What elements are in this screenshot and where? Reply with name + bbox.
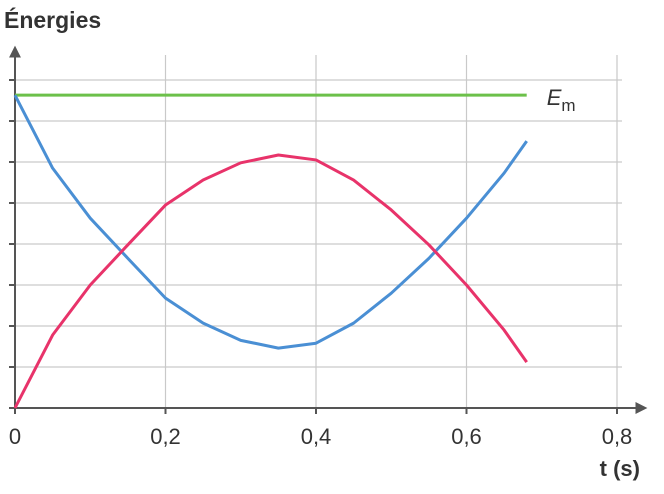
x-tick-label: 0,2 [150,424,181,449]
x-tick-label: 0 [9,424,21,449]
chart-title: Énergies [4,6,101,33]
x-tick-label: 0,4 [301,424,332,449]
x-tick-label: 0,8 [602,424,633,449]
x-axis-label: t (s) [600,456,640,481]
series-label: Em [547,85,576,116]
x-tick-label: 0,6 [451,424,482,449]
line-series [13,153,528,409]
line-series [13,94,528,350]
